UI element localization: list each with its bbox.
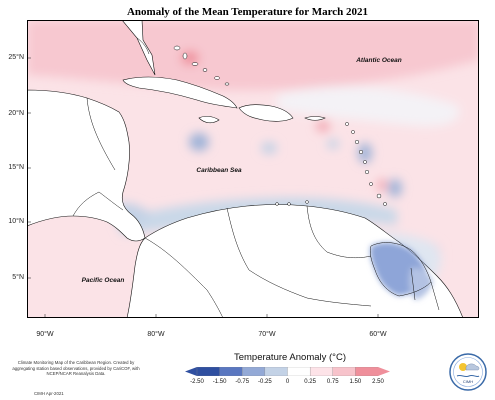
colorbar-cell [264,367,288,376]
y-tick-20n: 20°N [8,110,24,117]
colorbar-label: -2.50 [190,379,204,385]
colorbar-cell [242,367,266,376]
map-credit: CIMH Apr-2021 [34,391,64,396]
colorbar-cell [355,367,379,376]
land-cuba [122,76,238,109]
land-south-america [126,204,464,318]
colorbar-cell [332,367,356,376]
colorbar-label: -0.75 [235,379,250,385]
logo-text: CIMH [463,379,473,384]
map-footnote: Climate Monitoring Map of the Caribbean … [12,360,140,377]
y-tick-10n: 10°N [8,218,24,225]
label-caribbean-sea: Caribbean Sea [196,167,242,174]
colorbar-label: -0.25 [258,379,272,385]
colorbar-label: 2.50 [372,379,384,385]
colorbar-cell [219,367,243,376]
colorbar [185,367,390,376]
land-bahamas [173,45,230,86]
label-atlantic-ocean: Atlantic Ocean [355,57,402,64]
colorbar-cell [287,367,311,376]
x-tick-60w: 60°W [369,331,387,338]
x-tick-90w: 90°W [36,331,54,338]
land-hispaniola [238,104,294,122]
land-puerto-rico [304,116,326,121]
y-tick-25n: 25°N [8,54,24,61]
y-tick-5n: 5°N [12,274,24,281]
map-border [27,20,479,318]
label-pacific-ocean: Pacific Ocean [82,277,125,284]
colorbar-cell [196,367,220,376]
land-central-america [27,20,156,242]
colorbar-label: 1.50 [349,379,362,385]
colorbar-label: 0.25 [304,379,316,385]
land-jamaica [198,115,220,124]
colorbar-label: 0.75 [326,379,339,385]
colorbar-label: 0 [285,379,290,385]
colorbar-title: Temperature Anomaly (°C) [233,352,347,363]
map-title: Anomaly of the Mean Temperature for Marc… [126,6,369,18]
cimh-logo: CIMH [449,353,487,391]
y-tick-15n: 15°N [8,164,24,171]
colorbar-cell [309,367,334,376]
x-tick-80w: 80°W [147,331,165,338]
land-lesser-antilles [275,122,387,206]
colorbar-left-arrow [185,367,197,376]
x-tick-70w: 70°W [258,331,276,338]
temperature-anomaly-map: Atlantic Ocean Caribbean Sea Pacific Oce… [27,20,479,318]
colorbar-right-arrow [378,367,390,376]
colorbar-label: -1.50 [212,379,227,385]
